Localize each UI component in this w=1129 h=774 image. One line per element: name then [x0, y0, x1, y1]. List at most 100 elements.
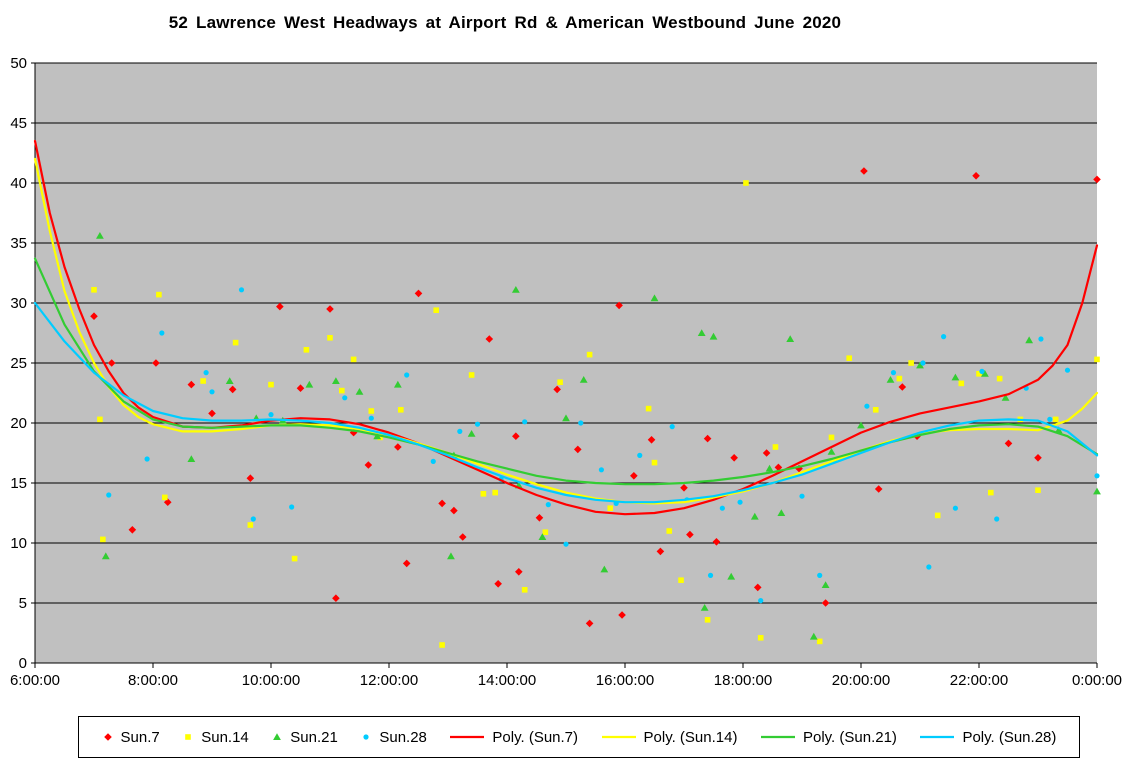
point-Sun.21 — [697, 329, 706, 336]
point-Sun.7 — [326, 305, 334, 313]
point-Sun.7 — [1034, 454, 1042, 462]
point-Sun.28 — [474, 421, 481, 427]
point-Sun.21 — [1054, 426, 1063, 434]
point-Sun.14 — [666, 528, 673, 534]
point-Sun.14 — [816, 638, 823, 645]
point-Sun.7 — [414, 289, 423, 298]
y-tick-label: 35 — [10, 235, 27, 252]
legend-line-swatch — [920, 735, 955, 739]
y-tick-label: 30 — [10, 295, 27, 312]
point-Sun.28 — [430, 458, 436, 464]
point-Sun.7 — [458, 533, 467, 541]
legend-marker — [273, 733, 282, 740]
point-Sun.14 — [828, 434, 835, 441]
point-Sun.14 — [156, 291, 162, 298]
point-Sun.14 — [772, 444, 779, 450]
point-Sun.14 — [934, 512, 941, 519]
point-Sun.28 — [368, 415, 374, 421]
legend-item: Sun.28 — [360, 729, 427, 746]
point-Sun.14 — [100, 536, 106, 543]
point-Sun.21 — [600, 565, 609, 573]
point-Sun.14 — [872, 407, 879, 413]
legend-marker — [185, 734, 192, 740]
legend: Sun.7 Sun.14 Sun.21 Sun.28 Poly. (Sun.7) Poly… — [78, 716, 1080, 758]
point-Sun.28 — [268, 412, 274, 418]
point-Sun.14 — [557, 379, 563, 385]
point-Sun.28 — [669, 424, 675, 430]
point-Sun.28 — [637, 452, 643, 458]
point-Sun.7 — [656, 547, 665, 556]
legend-line-swatch — [450, 735, 485, 739]
point-Sun.7 — [187, 380, 196, 389]
point-Sun.14 — [350, 356, 357, 363]
point-Sun.14 — [97, 416, 103, 423]
point-Sun.7 — [485, 335, 494, 343]
point-Sun.21 — [727, 572, 736, 580]
point-Sun.7 — [553, 385, 561, 394]
point-Sun.28 — [952, 505, 959, 511]
point-Sun.28 — [758, 598, 764, 604]
point-Sun.14 — [996, 375, 1003, 382]
point-Sun.28 — [737, 499, 743, 505]
point-Sun.28 — [203, 370, 209, 376]
point-Sun.7 — [535, 514, 544, 522]
point-Sun.21 — [765, 464, 774, 472]
point-Sun.14 — [757, 635, 764, 641]
legend-marker — [103, 733, 112, 741]
y-tick-label: 40 — [10, 175, 27, 192]
point-Sun.21 — [579, 376, 588, 383]
x-tick-label: 12:00:00 — [360, 672, 418, 689]
x-tick-label: 14:00:00 — [478, 672, 536, 689]
point-Sun.21 — [821, 581, 830, 588]
point-Sun.14 — [1094, 356, 1100, 363]
point-Sun.14 — [704, 617, 711, 623]
point-Sun.21 — [809, 632, 818, 640]
point-Sun.7 — [208, 409, 216, 418]
point-Sun.28 — [799, 493, 805, 499]
point-Sun.7 — [874, 485, 883, 493]
trendline — [33, 257, 1099, 486]
legend-circle-icon — [363, 734, 369, 740]
point-Sun.7 — [647, 436, 656, 444]
y-tick-label: 15 — [10, 475, 27, 492]
legend-item: Sun.14 — [182, 729, 249, 746]
point-Sun.7 — [512, 432, 520, 440]
point-Sun.7 — [680, 484, 688, 492]
point-Sun.14 — [439, 642, 445, 648]
point-Sun.21 — [393, 380, 402, 388]
point-Sun.28 — [817, 572, 823, 579]
point-Sun.14 — [200, 378, 206, 384]
legend-label: Poly. (Sun.7) — [492, 728, 579, 746]
point-Sun.28 — [1038, 336, 1044, 342]
point-Sun.7 — [753, 583, 762, 592]
legend-item: Poly. (Sun.28) — [919, 729, 1056, 746]
point-Sun.14 — [988, 489, 994, 496]
point-Sun.14 — [846, 355, 852, 361]
legend-item: Sun.21 — [271, 729, 338, 746]
point-Sun.21 — [886, 376, 895, 383]
point-Sun.14 — [303, 347, 310, 353]
y-tick-label: 45 — [10, 115, 27, 132]
x-tick-label: 6:00:00 — [10, 672, 60, 689]
point-Sun.14 — [1035, 487, 1041, 493]
point-Sun.14 — [678, 577, 684, 583]
point-Sun.28 — [106, 492, 112, 498]
point-Sun.7 — [402, 559, 411, 568]
point-Sun.14 — [433, 307, 439, 313]
point-Sun.21 — [305, 380, 314, 388]
point-Sun.21 — [951, 373, 960, 381]
point-Sun.21 — [650, 294, 659, 302]
point-Sun.7 — [762, 449, 771, 457]
point-Sun.7 — [972, 172, 980, 180]
legend-item: Sun.7 — [102, 729, 160, 746]
legend-diamond-icon — [103, 733, 112, 741]
point-Sun.7 — [438, 499, 446, 508]
point-Sun.28 — [457, 428, 463, 434]
point-Sun.21 — [225, 377, 234, 384]
legend-item: Poly. (Sun.21) — [760, 729, 897, 746]
point-Sun.7 — [585, 619, 594, 628]
point-Sun.7 — [860, 167, 868, 175]
point-Sun.7 — [228, 385, 237, 394]
point-Sun.14 — [976, 371, 982, 377]
point-Sun.21 — [916, 361, 924, 369]
